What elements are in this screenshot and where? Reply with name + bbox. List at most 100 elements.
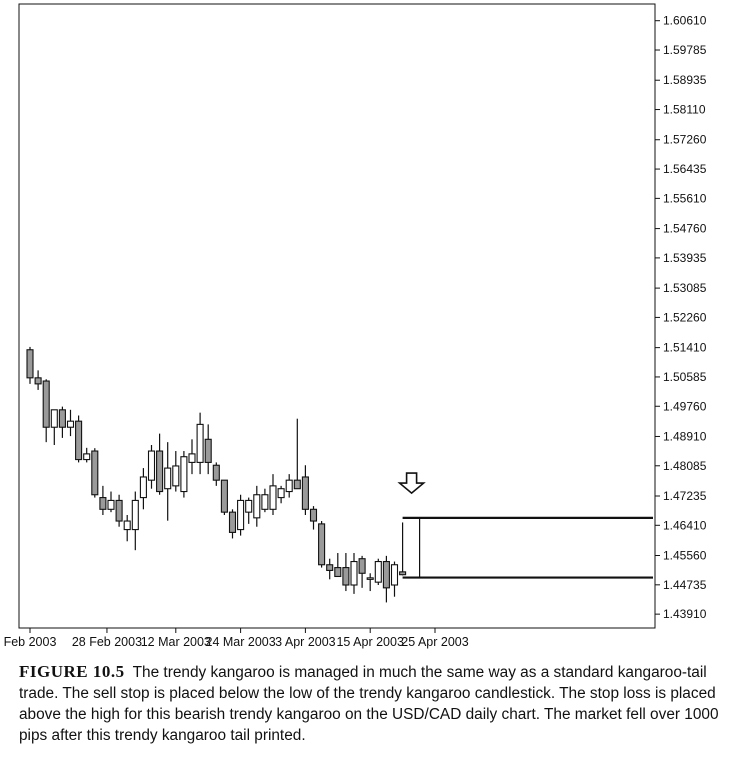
bearish-candle [326,558,334,580]
y-tick-label: 1.45560 [663,549,707,563]
y-tick-label: 1.48910 [663,429,707,443]
y-tick-label: 1.49760 [663,399,707,413]
bearish-candle [382,555,390,603]
bullish-candle [139,468,147,510]
x-tick-label: Feb 2003 [4,635,57,649]
x-tick-label: 12 Mar 2003 [141,635,211,649]
candle-body [366,577,374,580]
figure-caption: FIGURE 10.5 The trendy kangaroo is manag… [19,661,731,746]
y-tick-label: 1.53085 [663,281,707,295]
candle-body [261,494,269,510]
bullish-candle [245,497,253,524]
bullish-candle [180,451,188,498]
candle-body [212,464,220,481]
usd-cad-candlestick-chart: 1.60610 1.59785 1.58935 1.58110 1.57260 1.564… [4,3,707,649]
y-tick-label: 1.44735 [663,578,707,592]
y-tick-label: 1.48085 [663,459,707,473]
bearish-candle [204,424,212,475]
bullish-candle [107,491,115,513]
candle-body [123,520,131,531]
candle-body [309,508,318,522]
candle-body [382,560,390,589]
bearish-candle [293,418,301,490]
x-tick-label: 24 Mar 2003 [206,635,276,649]
bearish-candle [91,448,99,498]
candle-body [180,456,188,493]
bullish-candle [172,451,180,492]
candle-body [172,465,180,487]
candle-body [237,499,245,531]
bullish-candle [285,474,293,498]
candle-body [285,479,293,493]
x-tick-label: 25 Apr 2003 [401,635,468,649]
bearish-candle [34,370,42,390]
bullish-candle [66,409,75,437]
candle-body [342,567,350,586]
bullish-candle [83,447,91,463]
candle-body [204,438,212,463]
candle-body [326,564,334,571]
candle-body [334,567,342,578]
bullish-candle [131,491,139,551]
candle-body [107,499,115,510]
candle-body [139,476,147,499]
bearish-candle [212,462,220,486]
y-tick-label: 1.46410 [663,518,707,532]
bearish-candle [342,553,350,592]
candle-body [42,380,50,428]
annotations [397,472,653,579]
bullish-candle [277,485,285,504]
arrow-down-icon [397,472,426,495]
candle-body [318,523,326,566]
y-tick-label: 1.58110 [663,103,706,117]
candle-body [164,467,172,490]
bullish-candle [390,561,399,597]
y-tick-label: 1.60610 [663,14,707,28]
bearish-candle [75,415,83,463]
candle-body [188,453,196,463]
bearish-candle [26,346,34,384]
candles [26,346,407,603]
y-tick-label: 1.57260 [663,133,707,147]
bullish-candle [269,474,277,515]
caption-text: The trendy kangaroo is managed in much t… [19,664,719,744]
bearish-candle [58,406,66,438]
candle-body [156,450,164,493]
candle-body [245,499,253,513]
candle-body [269,485,277,510]
y-tick-label: 1.53935 [663,251,707,265]
y-tick-label: 1.47235 [663,489,707,503]
bullish-candle [123,514,131,542]
y-tick-label: 1.59785 [663,43,707,57]
y-axis: 1.60610 1.59785 1.58935 1.58110 1.57260 1.564… [655,14,707,621]
bullish-candle [164,442,172,521]
bullish-candle [350,553,358,594]
candle-body [228,511,237,533]
plot-area [18,3,656,629]
candle-body [99,497,107,510]
bearish-candle [301,465,309,515]
candle-body [131,499,139,531]
bullish-candle [253,485,261,527]
candle-body [293,479,301,490]
candle-body [26,349,34,379]
bullish-candle [261,488,269,513]
candle-body [350,560,358,586]
x-tick-label: 15 Apr 2003 [336,635,403,649]
bullish-candle [196,412,204,475]
candle-body [399,571,407,576]
candle-body [358,558,366,574]
candle-body [196,423,204,463]
x-tick-label: 3 Apr 2003 [275,635,336,649]
bullish-candle [374,558,382,586]
candle-body [75,420,83,461]
y-tick-label: 1.56435 [663,162,707,176]
bearish-candle [318,521,326,568]
bearish-candle [358,555,366,588]
figure-label: FIGURE 10.5 [19,662,125,681]
candle-body [83,453,91,461]
candle-body [115,499,123,522]
candle-body [390,564,399,586]
y-tick-label: 1.51410 [663,341,707,355]
